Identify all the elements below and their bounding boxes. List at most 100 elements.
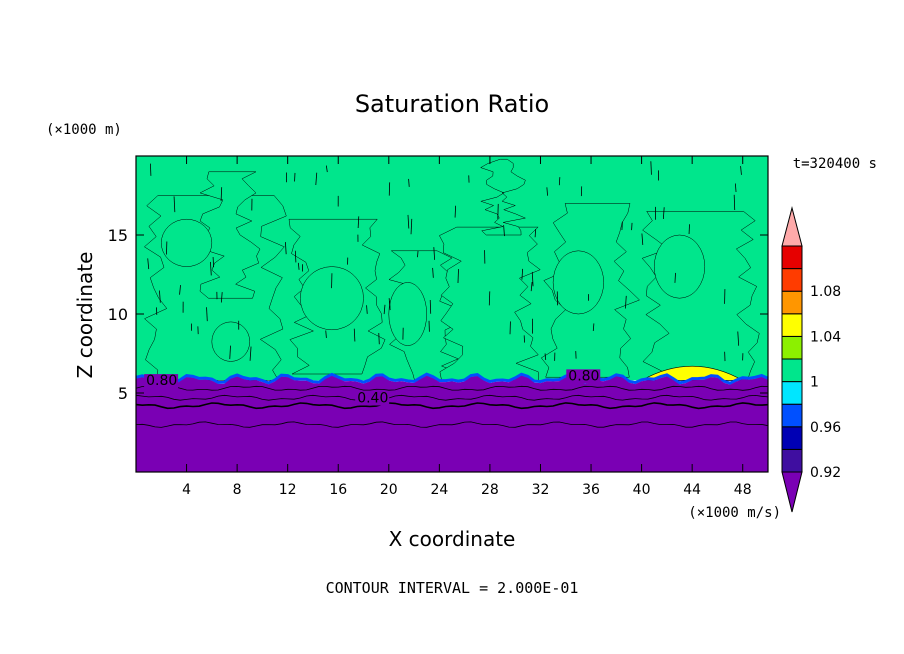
contour-fragment	[325, 165, 328, 173]
time-label: t=320400 s	[793, 156, 877, 172]
contour-fragment	[206, 307, 208, 322]
colorbar: 0.92 0.96 1 1.04 1.08	[781, 206, 841, 513]
contour-line	[135, 421, 769, 428]
contour-fragment	[734, 183, 737, 193]
chart-title: Saturation Ratio	[355, 90, 549, 118]
x-tick-label: 28	[481, 482, 499, 498]
contour-fragment	[249, 346, 252, 361]
contour-fragment	[315, 172, 318, 186]
y-tick-label: 10	[108, 305, 128, 324]
contour-fragment	[294, 250, 297, 263]
colorbar-tick-label: 1.04	[810, 329, 841, 345]
contour-fragment	[531, 271, 534, 287]
saturation-field	[135, 156, 769, 472]
contour-fragment	[366, 305, 368, 314]
x-axis-ticks: 4 8 12 16 20 24 28 32 36 40 44 48	[182, 156, 752, 498]
supersaturated-patch	[641, 211, 760, 381]
contour-fragment	[229, 345, 231, 360]
x-tick-label: 20	[380, 482, 398, 498]
colorbar-segment	[781, 268, 803, 292]
x-tick-label: 24	[430, 482, 448, 498]
colorbar-segment	[781, 313, 803, 337]
contour-fragment	[641, 233, 644, 245]
contour-fragment	[625, 295, 627, 309]
contour-fragment	[740, 166, 742, 175]
contour-lines	[135, 161, 769, 428]
contour-fragment	[159, 290, 161, 303]
contour-fragment	[378, 332, 380, 345]
contour-labels: 0.80 0.40 0.80	[144, 368, 601, 406]
colorbar-segment	[781, 403, 803, 428]
x-tick-label: 16	[329, 482, 347, 498]
contour-label: 0.80	[568, 368, 599, 384]
x-tick-label: 40	[633, 482, 651, 498]
saturated-pocket	[552, 250, 604, 315]
contour-fragment	[417, 250, 419, 258]
contour-fragment	[457, 269, 459, 284]
saturated-pocket	[161, 218, 213, 267]
contour-fragment	[388, 298, 391, 311]
colorbar-over-triangle	[781, 206, 803, 247]
contour-fragment	[150, 163, 152, 176]
y-units-label: (×1000 m)	[46, 122, 122, 138]
colorbar-segment	[781, 245, 803, 270]
contour-fragment	[408, 178, 410, 187]
contour-fragment	[173, 196, 176, 213]
supersaturated-patch	[439, 226, 541, 381]
colorbar-tick-label: 1	[810, 375, 819, 391]
contour-fragment	[407, 214, 410, 229]
colorbar-under-triangle	[781, 471, 803, 513]
layer-top-fringe	[135, 372, 769, 386]
contour-fragment	[544, 353, 547, 360]
colorbar-tick-label: 0.96	[810, 420, 841, 436]
supersaturated-patch	[199, 171, 261, 299]
contour-fragment	[353, 328, 356, 342]
contour-fragment	[592, 323, 595, 332]
x-units-label: (×1000 m/s)	[688, 505, 781, 521]
contour-line	[135, 394, 769, 401]
contour-fragment	[285, 242, 287, 255]
y-tick-label: 5	[118, 384, 128, 403]
colorbar-segment	[781, 335, 803, 360]
contour-fragment	[433, 247, 436, 260]
contour-fragment	[212, 256, 215, 268]
contour-fragment	[383, 304, 386, 315]
contour-fragment	[650, 161, 652, 175]
colorbar-segment	[781, 381, 803, 405]
contour-fragment	[210, 261, 212, 276]
y-axis-label: Z coordinate	[73, 252, 97, 379]
contour-fragment	[488, 291, 491, 306]
saturated-pocket	[653, 234, 706, 299]
subsaturated-layer	[136, 375, 768, 472]
contour-fragment	[454, 205, 457, 218]
contour-fragment	[325, 330, 327, 338]
saturated-pocket	[211, 321, 251, 362]
contour-fragment	[410, 218, 413, 235]
y-tick-label: 15	[108, 226, 128, 245]
contour-fragment	[521, 268, 524, 280]
colorbar-segment	[781, 426, 803, 450]
contour-interval-footer: CONTOUR INTERVAL = 2.000E-01	[326, 579, 579, 597]
contour-fragment	[297, 262, 300, 270]
contour-line	[135, 402, 769, 410]
contour-label-bg	[355, 391, 390, 406]
contour-label: 0.80	[146, 373, 177, 389]
contour-fragment	[179, 285, 181, 295]
y-axis-ticks: 5 10 15	[108, 226, 768, 403]
x-tick-label: 48	[734, 482, 752, 498]
x-tick-label: 4	[182, 482, 191, 498]
contour-fragment	[558, 177, 561, 186]
x-tick-label: 36	[582, 482, 600, 498]
x-tick-label: 8	[233, 482, 242, 498]
contour-label-bg	[144, 374, 179, 389]
contour-fragment	[503, 225, 505, 237]
colorbar-tick-label: 1.08	[810, 284, 841, 300]
contour-fragment	[662, 207, 665, 220]
contour-fragment	[737, 331, 740, 346]
colorbar-segment	[781, 358, 803, 383]
contour-fragment	[546, 187, 548, 196]
contour-label-bg	[566, 369, 601, 384]
x-tick-label: 32	[532, 482, 550, 498]
x-tick-label: 44	[683, 482, 701, 498]
